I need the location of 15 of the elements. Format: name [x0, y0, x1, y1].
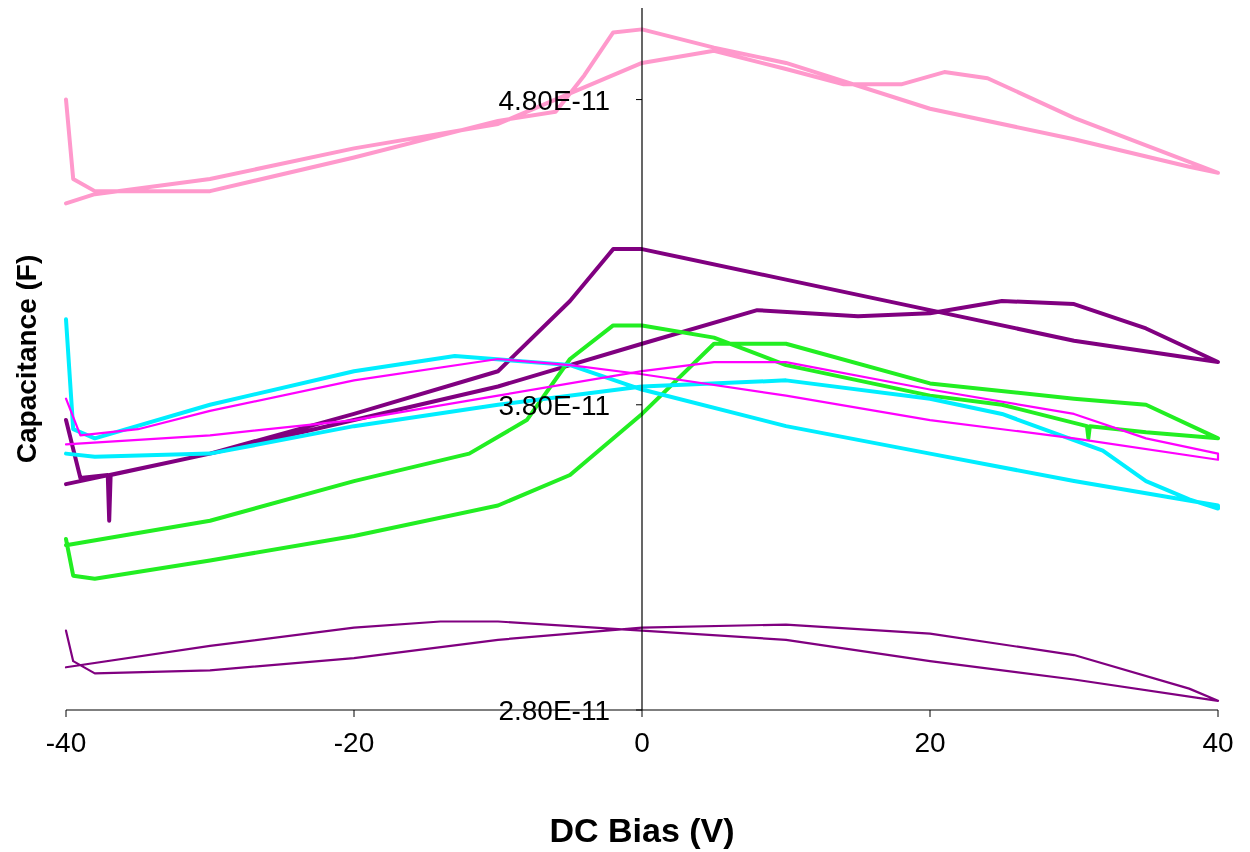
line-series — [64, 317, 1220, 511]
line-series — [64, 620, 1220, 702]
y-tick-label: 2.80E-11 — [498, 695, 610, 726]
line-series — [64, 27, 1220, 206]
y-tick-label: 4.80E-11 — [498, 84, 610, 116]
x-tick-label: -40 — [45, 727, 87, 758]
x-axis-title: DC Bias (V) — [549, 811, 735, 849]
x-tick-label: -20 — [333, 727, 375, 758]
x-tick-label: 20 — [914, 727, 946, 758]
line-series — [64, 357, 1220, 461]
x-tick-label: 40 — [1202, 727, 1234, 758]
line-series — [64, 247, 1220, 523]
x-tick-label: 0 — [634, 727, 650, 758]
line-series — [64, 323, 1220, 581]
y-axis-title: Capacitance (F) — [11, 254, 42, 464]
